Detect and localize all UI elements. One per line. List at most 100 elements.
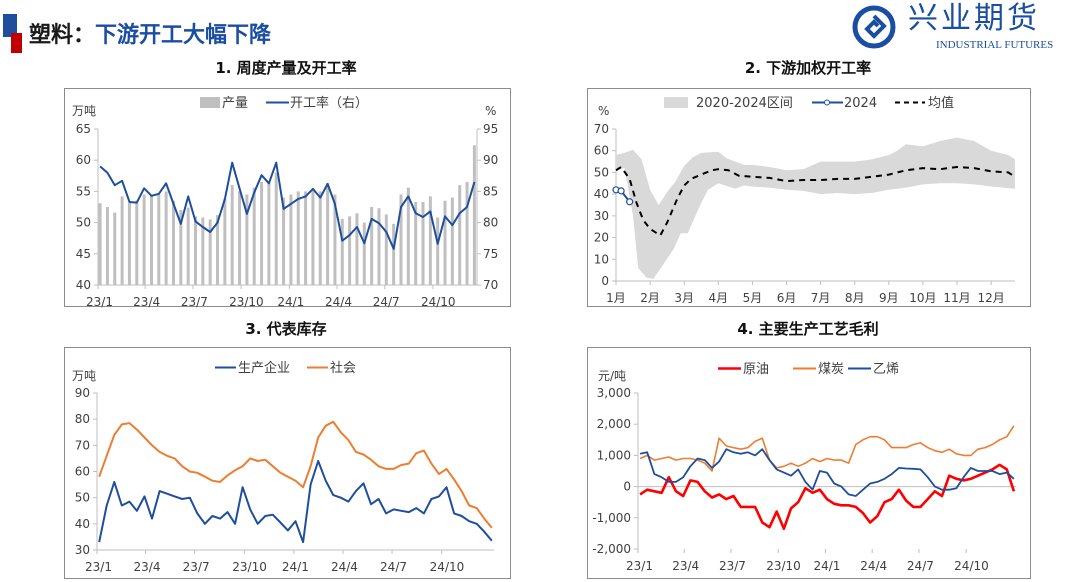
- bar: [450, 197, 454, 285]
- x-tick-label: 23/4: [133, 295, 160, 309]
- y-tick-label: 70: [75, 438, 90, 452]
- x-tick-label: 24/10: [430, 560, 465, 574]
- bar: [436, 217, 440, 285]
- bar: [370, 207, 374, 285]
- bar: [194, 216, 198, 285]
- bar: [267, 182, 271, 285]
- legend-marker: [824, 99, 830, 106]
- series-line-1: [98, 460, 493, 544]
- chart-1-plot: 40 45 50 55 60 65 70 75 80 85 90 95 23/1 23/4 23/7 23/1…: [76, 122, 499, 309]
- x-tick-label: 4月: [708, 291, 728, 305]
- bar: [127, 202, 131, 285]
- bar: [384, 214, 388, 285]
- y-tick-label: 10: [594, 252, 609, 266]
- chart-4-frame: [587, 347, 1031, 579]
- chart-2-y-unit: %: [598, 104, 609, 118]
- y-tick-label: 50: [76, 216, 91, 230]
- x-tick-label: 23/1: [86, 295, 113, 309]
- chart-2-title: 2. 下游加权开工率: [744, 59, 872, 77]
- bar: [98, 203, 102, 285]
- y-tick-label: 70: [594, 122, 609, 136]
- bar: [421, 202, 425, 285]
- chart-1-title: 1. 周度产量及开工率: [215, 59, 357, 77]
- bar: [135, 200, 139, 285]
- x-tick-label: 23/1: [626, 559, 653, 573]
- bar: [326, 183, 330, 285]
- y-tick-label: 2,000: [597, 417, 631, 431]
- chart-3-frame: [64, 347, 511, 579]
- company-logo: 兴业期货 INDUSTRIAL FUTURES: [850, 3, 1080, 53]
- chart-4-legend: 原油 煤炭 乙烯: [718, 362, 899, 377]
- bar: [311, 190, 315, 285]
- chart-1-legend: 产量 开工率（右）: [200, 95, 368, 111]
- bar: [304, 191, 308, 285]
- brand-square-red: [11, 33, 22, 53]
- bar: [472, 145, 476, 285]
- y-tick-label: 60: [594, 144, 609, 158]
- series-line-3: [639, 448, 1015, 497]
- bar: [149, 195, 153, 285]
- bar: [223, 198, 227, 285]
- x-tick-label: 3月: [674, 291, 694, 305]
- chart-1-frame: [64, 88, 511, 307]
- series-line-2: [639, 425, 1015, 472]
- bar: [216, 215, 220, 285]
- legend-label: 开工率（右）: [290, 95, 368, 111]
- y-tick-label: 0: [601, 274, 609, 288]
- x-tick-label: 12月: [977, 291, 1004, 305]
- bar: [105, 207, 109, 285]
- y-tick-label: 45: [76, 247, 91, 261]
- x-tick-label: 11月: [943, 291, 970, 305]
- y2-tick-label: 80: [483, 216, 498, 230]
- y-tick-label: 50: [594, 165, 609, 179]
- slide-title-prefix: 塑料：: [29, 23, 96, 48]
- x-tick-label: 24/10: [421, 295, 456, 309]
- y2-tick-label: 85: [483, 184, 498, 198]
- logo-mark-icon: [852, 5, 896, 49]
- y-tick-label: 30: [594, 209, 609, 223]
- x-tick-label: 24/4: [860, 559, 887, 573]
- legend-label: 均值: [928, 95, 954, 111]
- logo-text-cn: 兴业期货: [908, 1, 1040, 36]
- bar: [428, 196, 432, 285]
- bar: [318, 191, 322, 285]
- x-tick-label: 24/7: [907, 559, 934, 573]
- chart-4-y-unit: 元/吨: [598, 369, 626, 383]
- bar: [377, 208, 381, 285]
- bar: [164, 191, 168, 285]
- slide-title: 塑料：下游开工大幅下降: [29, 17, 271, 49]
- y-tick-label: 30: [75, 543, 90, 557]
- bar: [171, 200, 175, 285]
- x-tick-label: 9月: [879, 291, 899, 305]
- y-tick-label: 60: [76, 153, 91, 167]
- legend-label: 煤炭: [818, 362, 844, 377]
- legend-label: 乙烯: [873, 362, 899, 377]
- x-tick-label: 23/7: [181, 295, 208, 309]
- x-tick-label: 23/7: [183, 560, 210, 574]
- legend-label: 原油: [743, 362, 769, 377]
- y-tick-label: 65: [76, 122, 91, 136]
- y2-tick-label: 95: [483, 122, 498, 136]
- x-tick-label: 24/7: [380, 560, 407, 574]
- x-tick-label: 5月: [743, 291, 763, 305]
- bar: [414, 202, 418, 285]
- legend-label: 社会: [330, 360, 356, 376]
- y-tick-label: 40: [594, 187, 609, 201]
- bar: [392, 223, 396, 285]
- bar: [157, 194, 161, 285]
- bar: [179, 210, 183, 285]
- x-tick-label: 24/1: [813, 559, 840, 573]
- y-tick-label: -1,000: [592, 511, 631, 525]
- legend-label: 2020-2024区间: [696, 96, 793, 111]
- bar: [443, 200, 447, 285]
- y-tick-label: 1,000: [597, 448, 631, 462]
- legend-label: 产量: [222, 96, 248, 111]
- x-tick-label: 23/1: [85, 560, 112, 574]
- y-tick-label: 80: [75, 412, 90, 426]
- bar: [238, 191, 242, 285]
- legend-label: 2024: [844, 96, 877, 111]
- chart-2-legend: 2020-2024区间 2024 均值: [664, 95, 954, 111]
- y-tick-label: 90: [75, 386, 90, 400]
- bar: [142, 194, 146, 285]
